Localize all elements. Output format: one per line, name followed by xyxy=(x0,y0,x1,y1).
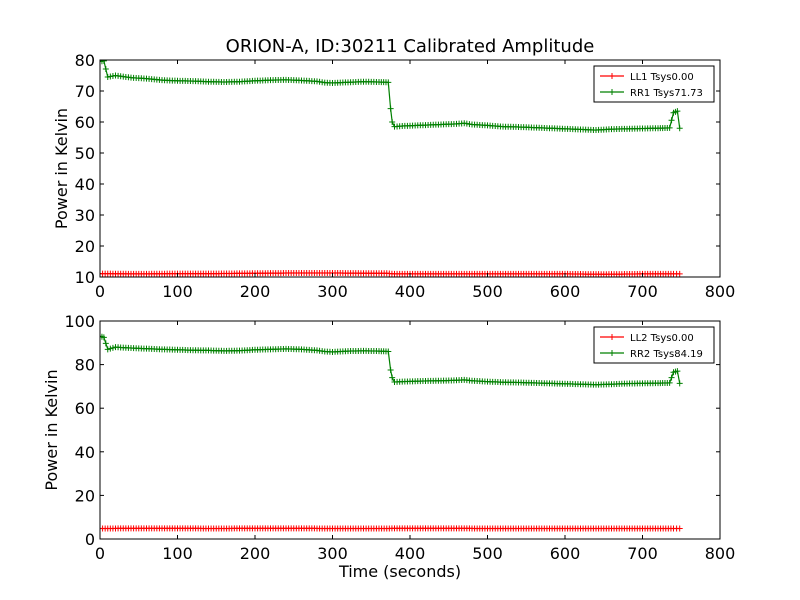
upper-x-tick-label: 600 xyxy=(550,282,581,301)
upper-x-tick-label: 200 xyxy=(240,282,271,301)
upper-y-tick-label: 60 xyxy=(75,113,95,132)
lower-x-tick-label: 700 xyxy=(627,544,658,563)
lower-x-tick-label: 400 xyxy=(395,544,426,563)
lower-data-point xyxy=(385,348,392,355)
lower-y-tick-label: 40 xyxy=(75,443,95,462)
upper-legend-item: RR1 Tsys71.73 xyxy=(600,88,703,99)
lower-y-axis-label: Power in Kelvin xyxy=(42,369,61,490)
lower-legend-item: LL2 Tsys0.00 xyxy=(600,333,694,344)
upper-legend: LL1 Tsys0.00 RR1 Tsys71.73 xyxy=(593,65,715,103)
lower-data-point xyxy=(109,344,116,351)
upper-data-point xyxy=(676,270,683,277)
lower-y-tick-label: 20 xyxy=(75,486,95,505)
lower-legend-label: LL2 Tsys0.00 xyxy=(630,333,694,344)
lower-data-point xyxy=(387,367,394,374)
upper-series-2 xyxy=(100,60,683,134)
upper-legend-swatch-marker xyxy=(609,89,615,95)
lower-data-point xyxy=(676,525,683,532)
upper-data-point xyxy=(387,105,394,112)
lower-data-point xyxy=(674,368,681,375)
upper-data-point xyxy=(100,60,107,64)
lower-x-tick-label: 0 xyxy=(95,544,105,563)
upper-legend-item: LL1 Tsys0.00 xyxy=(600,72,694,83)
lower-x-tick-label: 200 xyxy=(240,544,271,563)
lower-data-point xyxy=(389,374,396,381)
upper-legend-box xyxy=(593,65,715,103)
upper-legend-label: LL1 Tsys0.00 xyxy=(630,72,694,83)
upper-data-point xyxy=(104,74,111,81)
lower-x-tick-label: 300 xyxy=(317,544,348,563)
lower-y-tick-label: 60 xyxy=(75,399,95,418)
lower-series-2 xyxy=(100,333,683,388)
lower-legend-box xyxy=(593,326,715,364)
lower-x-tick-label: 800 xyxy=(705,544,736,563)
upper-data-point xyxy=(109,73,116,80)
lower-legend-label: RR2 Tsys84.19 xyxy=(630,349,703,360)
upper-data-point xyxy=(674,108,681,115)
lower-data-point xyxy=(668,374,675,381)
lower-plot: 0 100 200 300 400 500 600 700 800 0 20 40 60 80 100 Pow… xyxy=(42,312,735,581)
upper-data-point xyxy=(668,117,675,124)
upper-legend-label: RR1 Tsys71.73 xyxy=(630,88,703,99)
upper-y-tick-label: 50 xyxy=(75,144,95,163)
lower-data-point xyxy=(107,345,114,352)
lower-y-tick-label: 100 xyxy=(64,312,95,331)
lower-data-point xyxy=(102,340,109,347)
lower-series-1 xyxy=(100,525,683,532)
lower-legend: LL2 Tsys0.00 RR2 Tsys84.19 xyxy=(593,326,715,364)
lower-legend-swatch-marker xyxy=(609,350,615,356)
upper-x-tick-label: 700 xyxy=(627,282,658,301)
upper-legend-swatch-marker xyxy=(609,73,615,79)
lower-y-tick-label: 80 xyxy=(75,356,95,375)
upper-y-tick-label: 70 xyxy=(75,82,95,101)
upper-x-tick-label: 400 xyxy=(395,282,426,301)
figure-title: ORION-A, ID:30211 Calibrated Amplitude xyxy=(226,36,595,57)
upper-y-tick-label: 10 xyxy=(75,268,95,287)
upper-data-point xyxy=(676,125,683,132)
lower-legend-swatch-marker xyxy=(609,334,615,340)
upper-data-point xyxy=(666,124,673,131)
upper-y-axis-label: Power in Kelvin xyxy=(52,108,71,229)
upper-data-point xyxy=(385,79,392,86)
upper-data-point xyxy=(107,73,114,80)
upper-series-line xyxy=(100,60,681,131)
lower-legend-item: RR2 Tsys84.19 xyxy=(600,349,703,360)
lower-y-tick-label: 0 xyxy=(85,530,95,549)
upper-x-tick-label: 800 xyxy=(705,282,736,301)
upper-data-point xyxy=(389,119,396,125)
upper-data-point xyxy=(102,65,109,72)
upper-y-tick-label: 80 xyxy=(75,51,95,70)
lower-x-axis-label: Time (seconds) xyxy=(338,562,461,581)
upper-plot: 0 100 200 300 400 500 600 700 800 10 20 30 40 50 60 70 8… xyxy=(52,51,735,301)
upper-y-tick-label: 30 xyxy=(75,206,95,225)
upper-y-tick-label: 20 xyxy=(75,237,95,256)
upper-series-1 xyxy=(100,269,683,277)
lower-data-point xyxy=(100,334,107,341)
upper-x-tick-label: 300 xyxy=(317,282,348,301)
lower-x-tick-label: 100 xyxy=(162,544,193,563)
lower-data-point xyxy=(104,346,111,353)
lower-data-point xyxy=(666,379,673,386)
upper-y-tick-label: 40 xyxy=(75,175,95,194)
lower-x-tick-label: 500 xyxy=(472,544,503,563)
upper-x-tick-label: 0 xyxy=(95,282,105,301)
upper-x-tick-label: 500 xyxy=(472,282,503,301)
lower-x-tick-label: 600 xyxy=(550,544,581,563)
upper-x-tick-label: 100 xyxy=(162,282,193,301)
lower-data-point xyxy=(676,380,683,387)
